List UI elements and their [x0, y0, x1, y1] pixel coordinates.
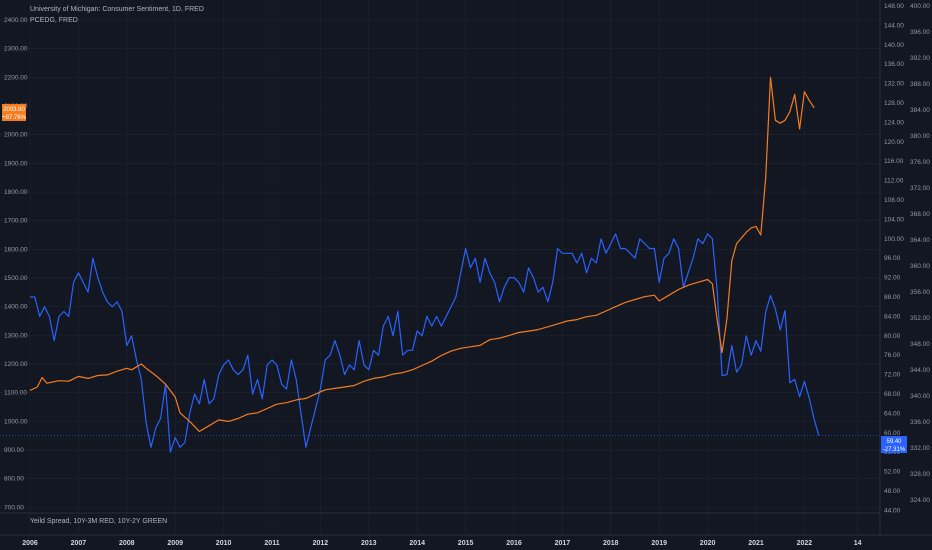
- x-tick-label: 2022: [797, 540, 813, 547]
- right-tick-label: 80.00: [884, 333, 901, 340]
- right-secondary-tick-label: 352.00: [910, 315, 930, 322]
- right-tick-label: 120.00: [884, 139, 904, 146]
- pcedg-badge-value: 2093.80: [3, 107, 25, 113]
- left-tick-label: 2400.00: [4, 17, 28, 24]
- right-secondary-tick-label: 328.00: [910, 471, 930, 478]
- right-axis[interactable]: 148.00 144.00 140.00 136.00 132.00 128.00 124.…: [884, 3, 930, 514]
- right-secondary-tick-label: 372.00: [910, 185, 930, 192]
- left-tick-label: 700.00: [4, 504, 24, 511]
- x-tick-label: 2012: [313, 540, 329, 547]
- sentiment-badge-change: -27.31%: [883, 447, 906, 453]
- x-tick-label: 2006: [22, 540, 38, 547]
- right-secondary-tick-label: 360.00: [910, 263, 930, 270]
- right-tick-label: 100.00: [884, 236, 904, 243]
- right-tick-label: 72.00: [884, 372, 901, 379]
- right-tick-label: 140.00: [884, 42, 904, 49]
- right-tick-label: 132.00: [884, 81, 904, 88]
- right-secondary-tick-label: 368.00: [910, 211, 930, 218]
- right-tick-label: 92.00: [884, 275, 901, 282]
- x-tick-label: 2009: [167, 540, 183, 547]
- left-tick-label: 1400.00: [4, 304, 28, 311]
- x-tick-label: 2014: [409, 540, 425, 547]
- pcedg-line[interactable]: [29, 76, 815, 432]
- x-tick-label: 2011: [264, 540, 279, 547]
- right-tick-label: 88.00: [884, 294, 901, 301]
- right-tick-label: 136.00: [884, 61, 904, 68]
- right-tick-label: 144.00: [884, 22, 904, 29]
- left-tick-label: 1200.00: [4, 361, 28, 368]
- right-tick-label: 52.00: [884, 469, 901, 476]
- right-tick-label: 68.00: [884, 391, 901, 398]
- x-tick-label: 2020: [700, 540, 716, 547]
- right-secondary-tick-label: 324.00: [910, 497, 930, 504]
- right-tick-label: 124.00: [884, 119, 904, 126]
- left-tick-label: 1600.00: [4, 246, 28, 253]
- sentiment-line[interactable]: [30, 233, 820, 453]
- x-tick-label: 2013: [361, 540, 377, 547]
- right-secondary-tick-label: 388.00: [910, 81, 930, 88]
- x-tick-label: 2016: [506, 540, 522, 547]
- left-tick-label: 2000.00: [4, 132, 28, 139]
- pcedg-price-badge: 2093.80 +87.76%: [2, 104, 27, 121]
- sentiment-price-badge: 59.40 -27.31%: [881, 436, 907, 453]
- x-tick-label: 14: [854, 540, 862, 547]
- grid-lines: [0, 0, 880, 535]
- left-tick-label: 1500.00: [4, 275, 28, 282]
- sentiment-badge-value: 59.40: [886, 439, 902, 445]
- right-secondary-tick-label: 400.00: [910, 3, 930, 10]
- right-secondary-tick-label: 384.00: [910, 107, 930, 114]
- left-tick-label: 1900.00: [4, 160, 28, 167]
- time-axis[interactable]: 2006 2007 2008 2009 2010 2011 2012 2013 2014 2015…: [22, 540, 861, 547]
- right-tick-label: 116.00: [884, 158, 904, 165]
- right-tick-label: 128.00: [884, 100, 904, 107]
- right-tick-label: 44.00: [884, 507, 901, 514]
- right-tick-label: 148.00: [884, 3, 904, 10]
- right-secondary-tick-label: 356.00: [910, 289, 930, 296]
- left-tick-label: 1100.00: [4, 390, 27, 397]
- right-tick-label: 48.00: [884, 488, 901, 495]
- series-layer: [0, 76, 880, 453]
- right-secondary-tick-label: 380.00: [910, 133, 930, 140]
- left-tick-label: 1000.00: [4, 418, 28, 425]
- left-tick-label: 1300.00: [4, 332, 28, 339]
- right-tick-label: 108.00: [884, 197, 904, 204]
- legend-yield-spread[interactable]: Yeild Spread, 10Y-3M RED, 10Y-2Y GREEN: [30, 518, 168, 525]
- right-tick-label: 96.00: [884, 255, 901, 262]
- right-tick-label: 112.00: [884, 178, 904, 185]
- left-tick-label: 900.00: [4, 447, 24, 454]
- x-tick-label: 2017: [555, 540, 571, 547]
- x-tick-label: 2007: [71, 540, 87, 547]
- x-tick-label: 2019: [651, 540, 667, 547]
- right-tick-label: 84.00: [884, 313, 901, 320]
- right-tick-label: 64.00: [884, 410, 901, 417]
- left-tick-label: 1800.00: [4, 189, 28, 196]
- right-secondary-tick-label: 332.00: [910, 445, 930, 452]
- right-secondary-tick-label: 396.00: [910, 29, 930, 36]
- right-secondary-tick-label: 376.00: [910, 159, 930, 166]
- legend-sentiment[interactable]: University of Michigan: Consumer Sentime…: [30, 6, 204, 13]
- x-tick-label: 2008: [119, 540, 135, 547]
- right-secondary-tick-label: 336.00: [910, 419, 930, 426]
- x-tick-label: 2015: [458, 540, 474, 547]
- x-tick-label: 2010: [216, 540, 232, 547]
- right-tick-label: 76.00: [884, 352, 901, 359]
- left-tick-label: 800.00: [4, 476, 24, 483]
- pcedg-badge-change: +87.76%: [2, 115, 27, 121]
- x-tick-label: 2018: [603, 540, 619, 547]
- left-tick-label: 2300.00: [4, 46, 28, 53]
- right-secondary-tick-label: 344.00: [910, 367, 930, 374]
- right-secondary-tick-label: 340.00: [910, 393, 930, 400]
- right-secondary-tick-label: 392.00: [910, 55, 930, 62]
- left-tick-label: 1700.00: [4, 218, 28, 225]
- right-secondary-tick-label: 364.00: [910, 237, 930, 244]
- right-tick-label: 60.00: [884, 430, 901, 437]
- right-secondary-tick-label: 348.00: [910, 341, 930, 348]
- legend-pcedg[interactable]: PCEDG, FRED: [30, 17, 78, 24]
- right-tick-label: 104.00: [884, 216, 904, 223]
- x-tick-label: 2021: [748, 540, 764, 547]
- left-tick-label: 2200.00: [4, 74, 28, 81]
